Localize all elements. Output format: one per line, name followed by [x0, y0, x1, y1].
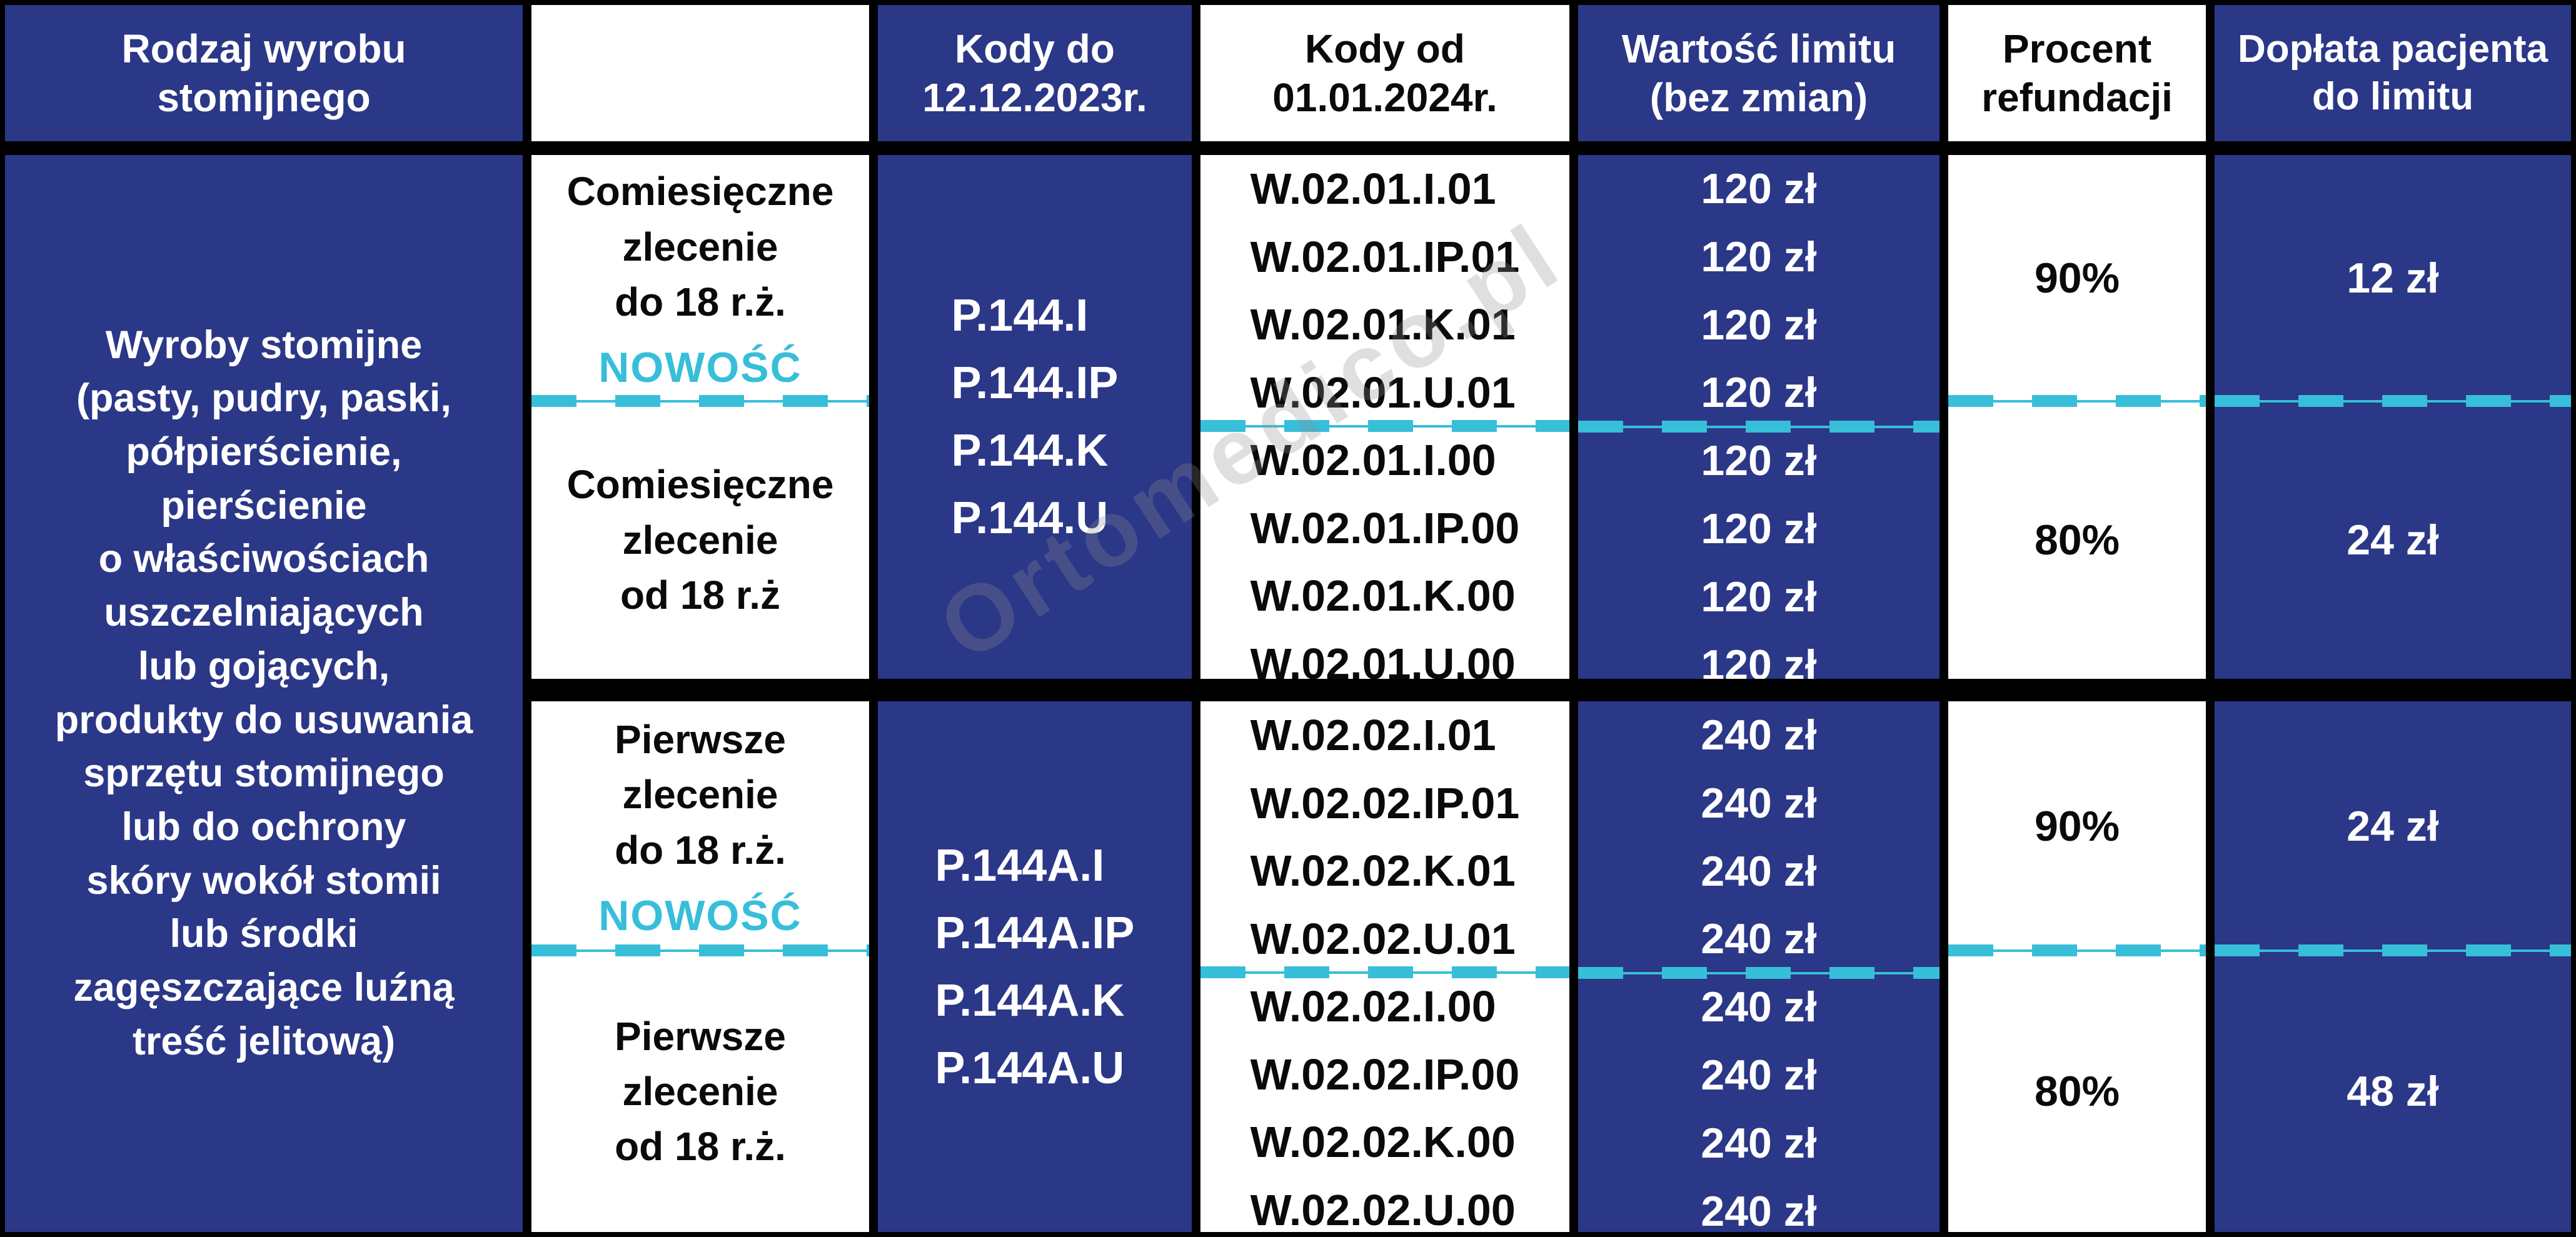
- header-refund-percent: Procent refundacji: [1948, 5, 2206, 141]
- refund-percent-value: 80%: [2034, 516, 2120, 564]
- new-badge: NOWOŚĆ: [598, 891, 802, 939]
- limit-cell-monthly: 120 zł 120 zł 120 zł 120 zł 120 zł 120 z…: [1578, 155, 1940, 679]
- refund-cell-first: 90% 80%: [1948, 701, 2206, 1232]
- copay-over-18: 48 zł: [2215, 951, 2571, 1232]
- refund-percent-value: 90%: [2034, 254, 2120, 302]
- limit-values: 120 zł 120 zł 120 zł 120 zł: [1701, 437, 1817, 679]
- limit-values: 240 zł 240 zł 240 zł 240 zł: [1701, 711, 1817, 963]
- order-type-under-18: Pierwsze zlecenie do 18 r.ż. NOWOŚĆ: [531, 701, 869, 951]
- old-codes-list: P.144.I P.144.IP P.144.K P.144.U: [951, 291, 1119, 543]
- limit-under-18: 120 zł 120 zł 120 zł 120 zł: [1578, 155, 1940, 427]
- copay-value: 24 zł: [2347, 802, 2439, 850]
- new-codes-under-18: W.02.02.I.01 W.02.02.IP.01 W.02.02.K.01 …: [1200, 701, 1569, 973]
- old-codes-list: P.144A.I P.144A.IP P.144A.K P.144A.U: [935, 840, 1135, 1093]
- old-codes-cell-first: P.144A.I P.144A.IP P.144A.K P.144A.U: [878, 701, 1192, 1232]
- limit-over-18: 120 zł 120 zł 120 zł 120 zł: [1578, 427, 1940, 679]
- limit-under-18: 240 zł 240 zł 240 zł 240 zł: [1578, 701, 1940, 973]
- header-codes-until: Kody do 12.12.2023r.: [878, 5, 1192, 141]
- header-patient-copay: Dopłata pacjenta do limitu: [2215, 5, 2571, 141]
- limit-cell-first: 240 zł 240 zł 240 zł 240 zł 240 zł 240 z…: [1578, 701, 1940, 1232]
- order-type-over-18: Pierwsze zlecenie od 18 r.ż.: [531, 951, 869, 1232]
- refund-percent-value: 90%: [2034, 802, 2120, 850]
- copay-cell-first: 24 zł 48 zł: [2215, 701, 2571, 1232]
- order-type-under-18: Comiesięczne zlecenie do 18 r.ż. NOWOŚĆ: [531, 155, 869, 401]
- header-blank: [531, 5, 869, 141]
- limit-values: 240 zł 240 zł 240 zł 240 zł: [1701, 983, 1817, 1232]
- copay-value: 48 zł: [2347, 1068, 2439, 1116]
- new-codes-cell-monthly: W.02.01.I.01 W.02.01.IP.01 W.02.01.K.01 …: [1200, 155, 1569, 679]
- copay-cell-monthly: 12 zł 24 zł: [2215, 155, 2571, 679]
- new-codes-cell-first: W.02.02.I.01 W.02.02.IP.01 W.02.02.K.01 …: [1200, 701, 1569, 1232]
- limit-over-18: 240 zł 240 zł 240 zł 240 zł: [1578, 973, 1940, 1232]
- new-codes-list: W.02.01.I.01 W.02.01.IP.01 W.02.01.K.01 …: [1250, 164, 1520, 417]
- order-type-under-18-label: Pierwsze zlecenie do 18 r.ż.: [615, 717, 786, 873]
- refund-under-18: 90%: [1948, 155, 2206, 401]
- copay-under-18: 12 zł: [2215, 155, 2571, 401]
- new-codes-over-18: W.02.02.I.00 W.02.02.IP.00 W.02.02.K.00 …: [1200, 973, 1569, 1232]
- header-limit-value: Wartość limitu (bez zmian): [1578, 5, 1940, 141]
- order-type-over-18-label: Comiesięczne zlecenie od 18 r.ż: [566, 462, 834, 618]
- new-codes-list: W.02.02.I.00 W.02.02.IP.00 W.02.02.K.00 …: [1250, 982, 1520, 1232]
- limit-values: 120 zł 120 zł 120 zł 120 zł: [1701, 165, 1817, 417]
- new-codes-over-18: W.02.01.I.00 W.02.01.IP.00 W.02.01.K.00 …: [1200, 426, 1569, 679]
- new-codes-under-18: W.02.01.I.01 W.02.01.IP.01 W.02.01.K.01 …: [1200, 155, 1569, 426]
- order-type-over-18: Comiesięczne zlecenie od 18 r.ż: [531, 401, 869, 679]
- copay-under-18: 24 zł: [2215, 701, 2571, 951]
- new-codes-list: W.02.01.I.00 W.02.01.IP.00 W.02.01.K.00 …: [1250, 436, 1520, 679]
- header-product-type: Rodzaj wyrobu stomijnego: [5, 5, 523, 141]
- copay-value: 24 zł: [2347, 516, 2439, 564]
- refund-over-18: 80%: [1948, 951, 2206, 1232]
- refund-cell-monthly: 90% 80%: [1948, 155, 2206, 679]
- header-codes-from: Kody od 01.01.2024r.: [1200, 5, 1569, 141]
- new-codes-list: W.02.02.I.01 W.02.02.IP.01 W.02.02.K.01 …: [1250, 711, 1520, 963]
- refund-percent-value: 80%: [2034, 1068, 2120, 1116]
- refund-over-18: 80%: [1948, 401, 2206, 679]
- order-type-over-18-label: Pierwsze zlecenie od 18 r.ż.: [615, 1013, 786, 1169]
- order-type-under-18-label: Comiesięczne zlecenie do 18 r.ż.: [566, 169, 834, 325]
- refund-under-18: 90%: [1948, 701, 2206, 951]
- copay-over-18: 24 zł: [2215, 401, 2571, 679]
- order-type-cell-monthly: Comiesięczne zlecenie do 18 r.ż. NOWOŚĆ …: [531, 155, 869, 679]
- order-type-cell-first: Pierwsze zlecenie do 18 r.ż. NOWOŚĆ Pier…: [531, 701, 869, 1232]
- old-codes-cell-monthly: P.144.I P.144.IP P.144.K P.144.U: [878, 155, 1192, 679]
- product-description-cell: Wyroby stomijne (pasty, pudry, paski, pó…: [5, 155, 523, 1232]
- copay-value: 12 zł: [2347, 254, 2439, 302]
- new-badge: NOWOŚĆ: [598, 344, 802, 392]
